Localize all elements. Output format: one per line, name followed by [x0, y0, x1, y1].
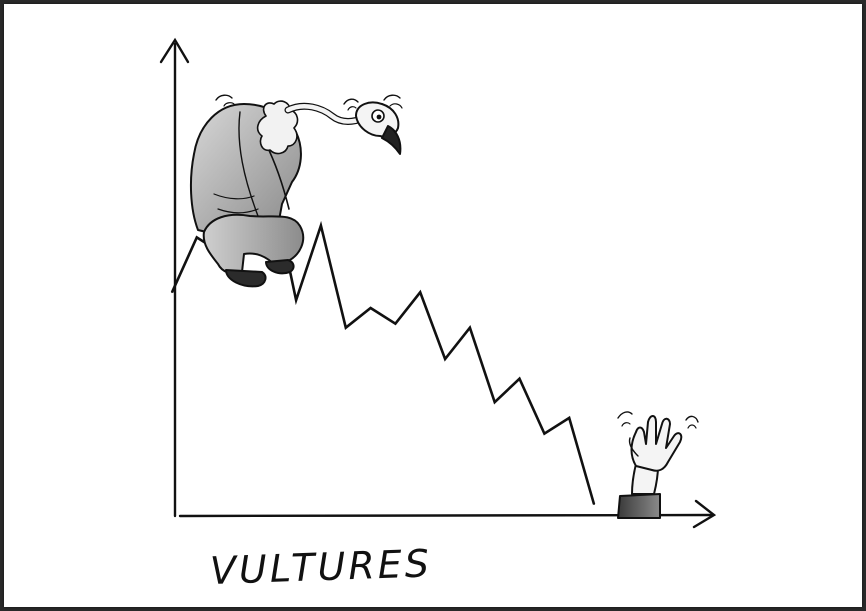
line-vertex [444, 358, 446, 360]
line-vertex [394, 322, 397, 325]
line-vertex [419, 291, 422, 294]
x-axis-arrowhead [692, 499, 717, 529]
line-vertex [568, 417, 570, 419]
line-vertex [196, 236, 198, 239]
drowning-hand [617, 411, 699, 519]
line-vertex [543, 432, 546, 435]
line-vertex [320, 224, 322, 227]
line-vertex [171, 291, 173, 294]
line-vertex [469, 326, 471, 329]
y-axis-arrowhead [159, 37, 190, 64]
line-vertex [369, 307, 372, 309]
cartoon-frame: VULTURES [4, 4, 862, 607]
line-vertex [295, 299, 297, 302]
line-vertex [493, 401, 496, 404]
line-vertex [518, 377, 521, 380]
vulture-figure [189, 94, 403, 288]
cartoon-caption: VULTURES [209, 541, 433, 593]
cartoon-illustration [159, 37, 717, 529]
line-vertex [593, 503, 595, 506]
line-vertex [345, 326, 347, 329]
